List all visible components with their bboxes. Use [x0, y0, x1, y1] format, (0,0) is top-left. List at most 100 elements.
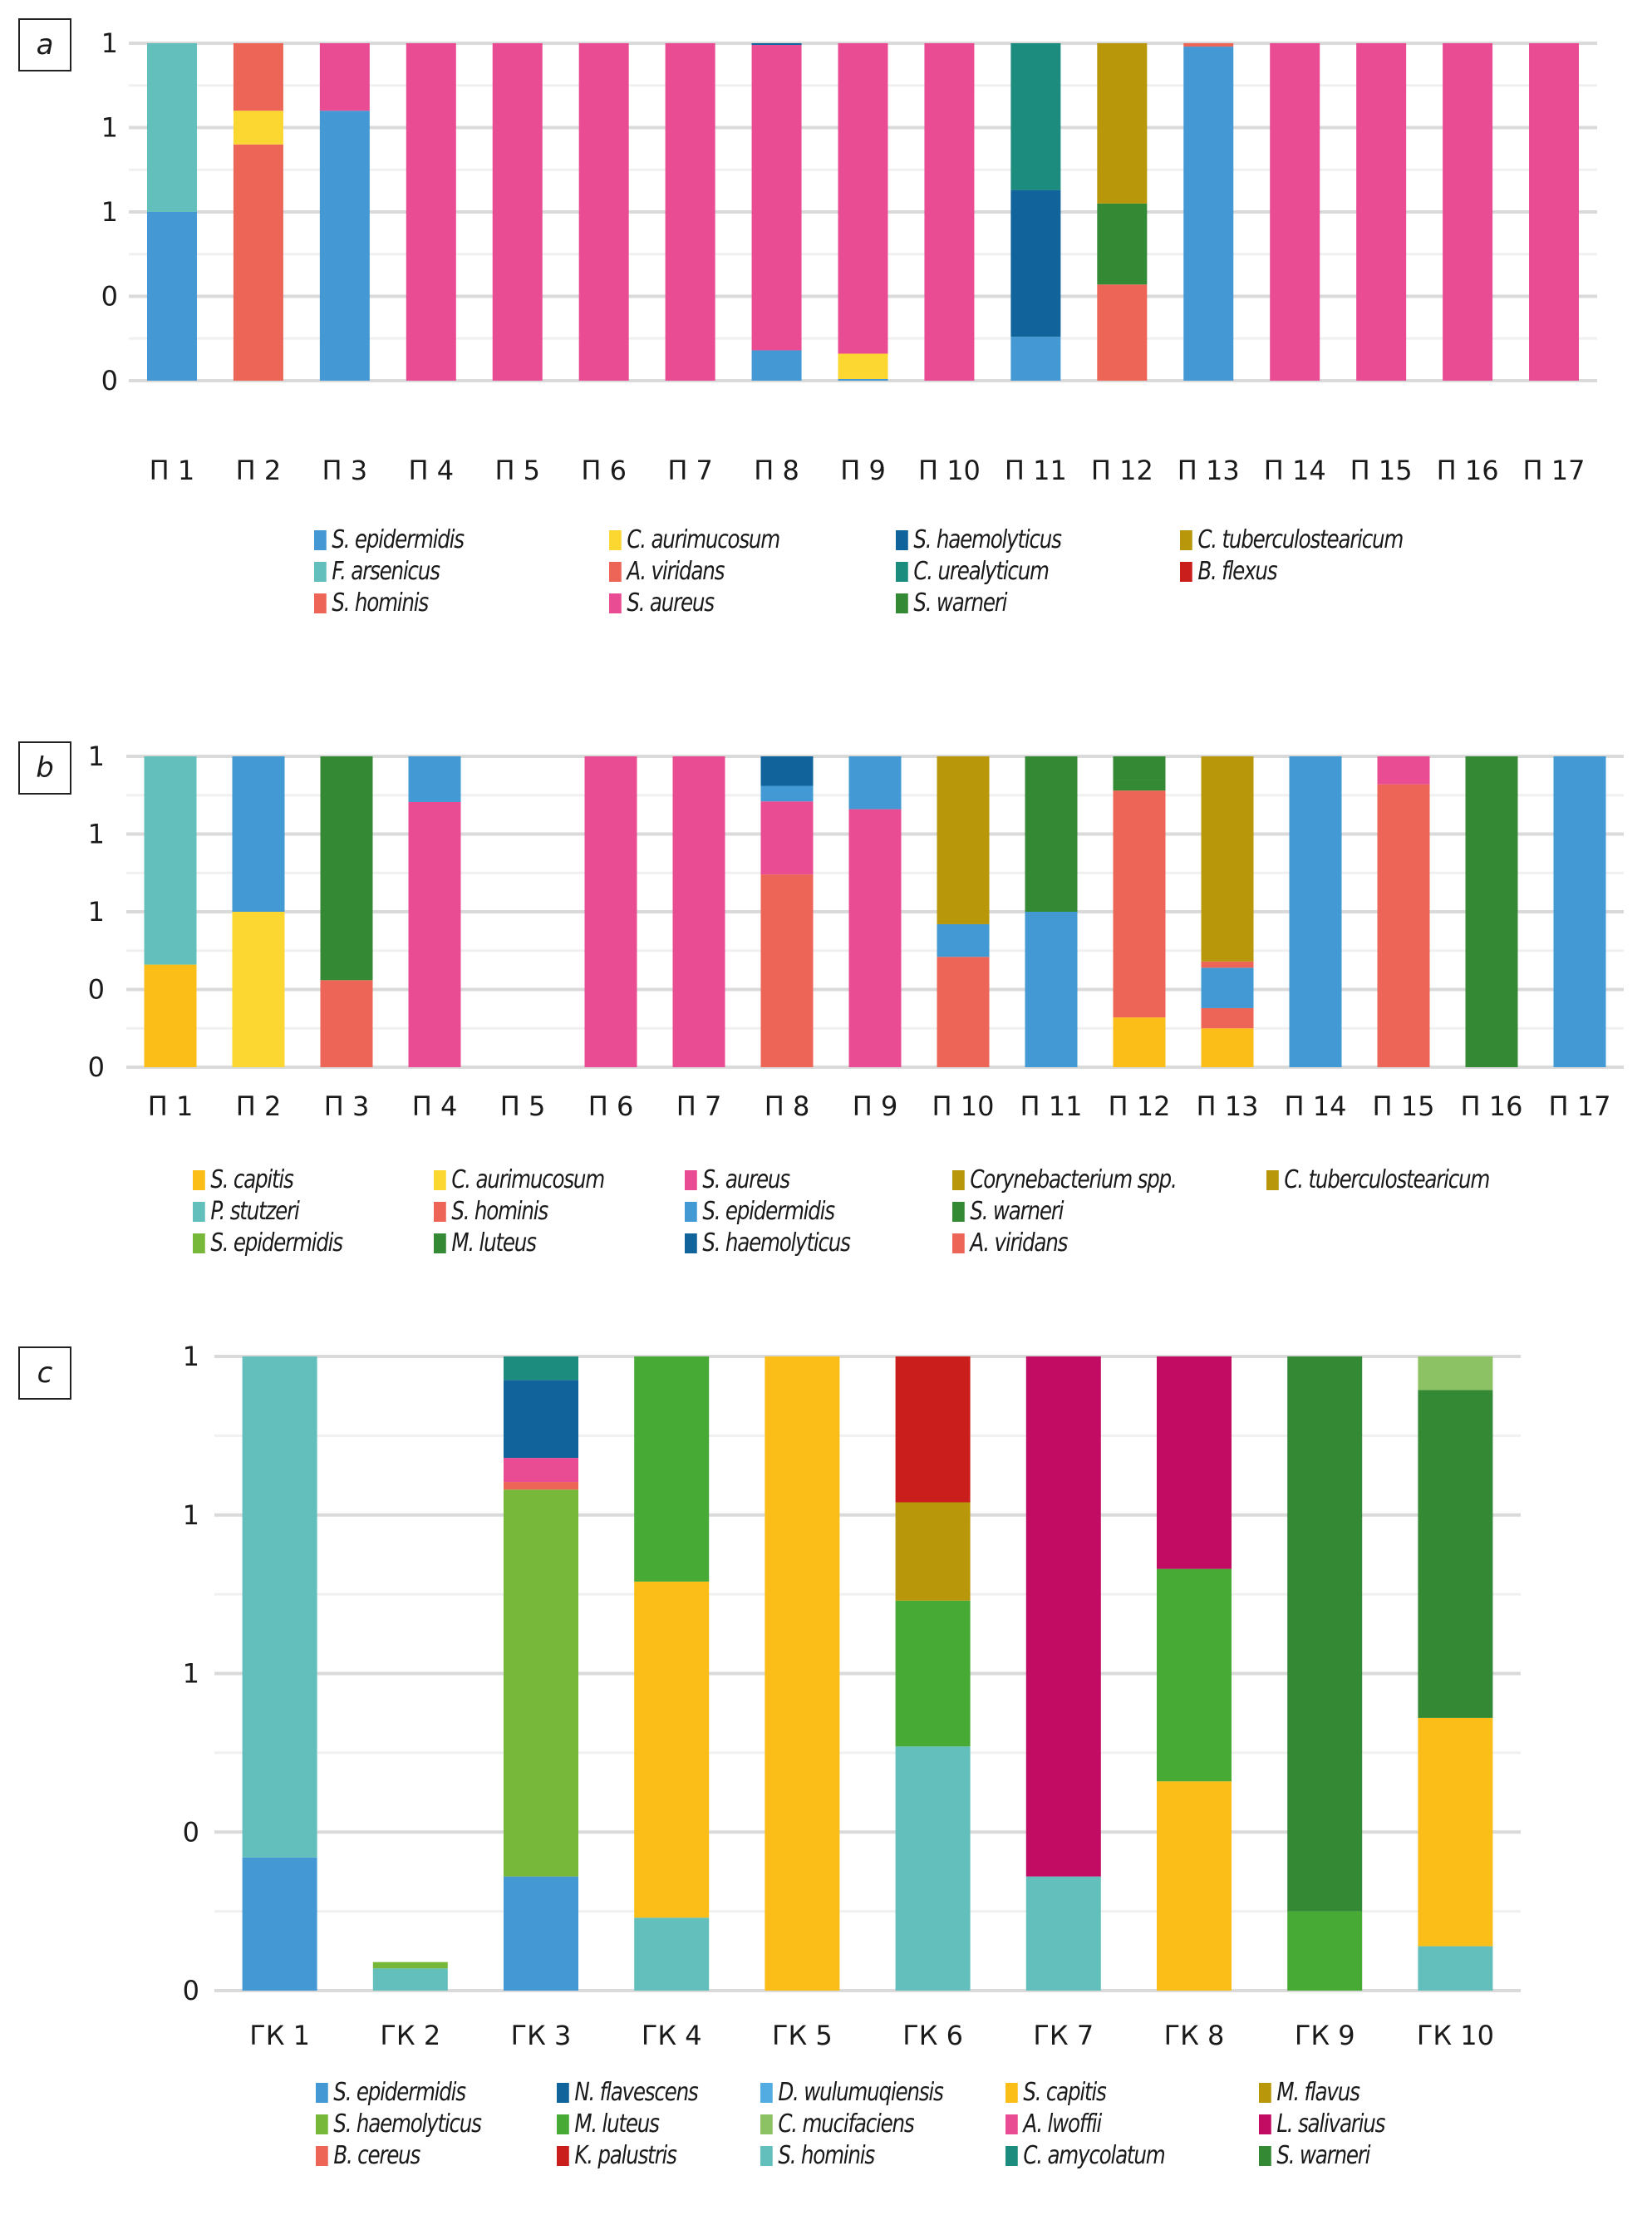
bar-segment-s-aureus [1270, 43, 1320, 381]
legend-label: S. hominis [451, 1197, 548, 1226]
legend-label: S. epidermidis [332, 525, 465, 554]
x-tick-label: ГК 2 [380, 2020, 440, 2051]
legend-swatch [609, 561, 622, 582]
y-tick-label: 1 [101, 27, 118, 59]
bar-segment-s-epidermidis [504, 1876, 578, 1991]
y-tick-label: 0 [88, 974, 105, 1006]
legend-swatch [1005, 2114, 1018, 2134]
x-tick-label: ГК 3 [511, 2020, 572, 2051]
legend-label: S. aureus [702, 1165, 790, 1194]
bar-segment-m-luteus [1287, 1911, 1363, 1991]
legend-item: S. warneri [896, 588, 1007, 618]
bar-ГК-6 [895, 1356, 971, 1991]
legend-item: K. palustris [557, 2141, 677, 2170]
x-tick-label: П 7 [676, 1090, 722, 1122]
x-tick-label: П 17 [1549, 1090, 1611, 1122]
x-tick-label: П 10 [932, 1090, 995, 1122]
legend-label: S. warneri [913, 588, 1007, 618]
bar-П-9 [838, 43, 888, 381]
bar-П-8 [760, 756, 814, 1067]
bar-segment-s-capitis [1157, 1781, 1232, 1991]
bar-segment-s-hominis [320, 980, 373, 1067]
bar-segment-a-viridans [1201, 1007, 1254, 1029]
legend-swatch [1259, 2082, 1271, 2103]
legend-swatch [952, 1233, 965, 1253]
bar-segment-s-epidermidis [1289, 756, 1342, 1067]
legend-item: S. capitis [193, 1165, 294, 1194]
bar-segment-s-aureus [492, 43, 543, 381]
bar-ГК-1 [242, 1356, 317, 1991]
bar-segment-s-aureus [672, 756, 725, 1067]
legend-item: B. cereus [316, 2141, 420, 2170]
legend-item: C. aurimucosum [609, 525, 780, 554]
x-tick-label: П 2 [236, 455, 282, 486]
legend-swatch [557, 2114, 569, 2134]
bar-segment-m-luteus [1465, 756, 1518, 1067]
bar-segment-s-hominis-upper [1201, 961, 1254, 968]
bar-П-6 [578, 43, 629, 381]
legend-item: C. aurimucosum [434, 1165, 605, 1194]
bar-segment-s-warneri [1097, 203, 1148, 285]
legend-swatch [314, 561, 327, 582]
x-tick-label: П 3 [322, 455, 368, 486]
legend-swatch [316, 2145, 328, 2166]
bar-segment-s-capitis [765, 1356, 840, 1991]
bar-segment-s-aureus [1356, 43, 1407, 381]
legend-label: L. salivarius [1276, 2109, 1385, 2139]
x-tick-label: П 6 [588, 1090, 634, 1122]
bar-segment-m-luteus [1113, 756, 1166, 780]
bar-segment-k-palustris [895, 1356, 971, 1503]
bar-П-15 [1377, 756, 1430, 1067]
bar-ГК-8 [1157, 1356, 1232, 1991]
x-tick-label: ГК 9 [1295, 2020, 1355, 2051]
bar-segment-c-urealyticum [1010, 43, 1061, 190]
legend-item: D. wulumuqiensis [760, 2078, 944, 2107]
legend-item: C. tuberculostearicum [1266, 1165, 1490, 1194]
x-tick-label: ГК 6 [902, 2020, 963, 2051]
x-tick-label: П 15 [1350, 455, 1413, 486]
bar-segment-s-hominis [1113, 790, 1166, 1018]
bar-П-13 [1183, 43, 1234, 381]
bar-segment-s-epidermidis [1183, 47, 1234, 381]
legend-swatch [952, 1201, 965, 1222]
y-tick-label: 1 [88, 896, 105, 928]
bar-segment-s-hominis [242, 1356, 317, 1858]
bar-П-6 [584, 756, 637, 1067]
legend-item: S. epidermidis [316, 2078, 466, 2107]
x-tick-label: П 1 [148, 1090, 194, 1122]
x-tick-label: П 9 [840, 455, 886, 486]
x-tick-label: П 9 [853, 1090, 898, 1122]
legend-label: C. amycolatum [1023, 2141, 1165, 2170]
x-tick-label: ГК 1 [249, 2020, 310, 2051]
bar-segment-s-aureus [408, 801, 461, 1067]
legend-swatch [896, 529, 908, 550]
bar-segment-c-tuberculostearicum [1097, 43, 1148, 204]
x-tick-label: П 1 [150, 455, 195, 486]
legend-swatch [609, 529, 622, 550]
bar-segment-s-epidermidis [232, 756, 285, 912]
x-tick-label: П 16 [1461, 1090, 1523, 1122]
legend-label: A. viridans [627, 557, 725, 586]
legend-swatch [193, 1201, 205, 1222]
x-tick-label: П 13 [1197, 1090, 1259, 1122]
y-tick-label: 1 [183, 1341, 199, 1372]
bar-segment-s-haemolyticus [751, 43, 802, 46]
legend-item: S. haemolyticus [685, 1228, 851, 1258]
bar-segment-s-aureus [578, 43, 629, 381]
legend-swatch [1259, 2114, 1271, 2134]
legend-swatch [685, 1169, 697, 1190]
legend-item: Corynebacterium spp. [952, 1165, 1178, 1194]
legend-swatch [896, 593, 908, 613]
bar-segment-s-epidermidis [751, 350, 802, 381]
x-tick-label: П 5 [500, 1090, 546, 1122]
bar-segment-s-aureus [1529, 43, 1580, 381]
bar-segment-s-aureus [319, 43, 370, 111]
legend-swatch [557, 2145, 569, 2166]
bar-segment-m-luteus [1025, 756, 1078, 912]
bar-segment-c-aurimucosum [233, 111, 283, 145]
x-tick-label: ГК 5 [772, 2020, 833, 2051]
y-tick-label: 1 [88, 819, 105, 850]
bar-segment-c-tuberculostearicum [1201, 756, 1254, 962]
legend-swatch [1259, 2145, 1271, 2166]
legend-swatch [760, 2145, 773, 2166]
